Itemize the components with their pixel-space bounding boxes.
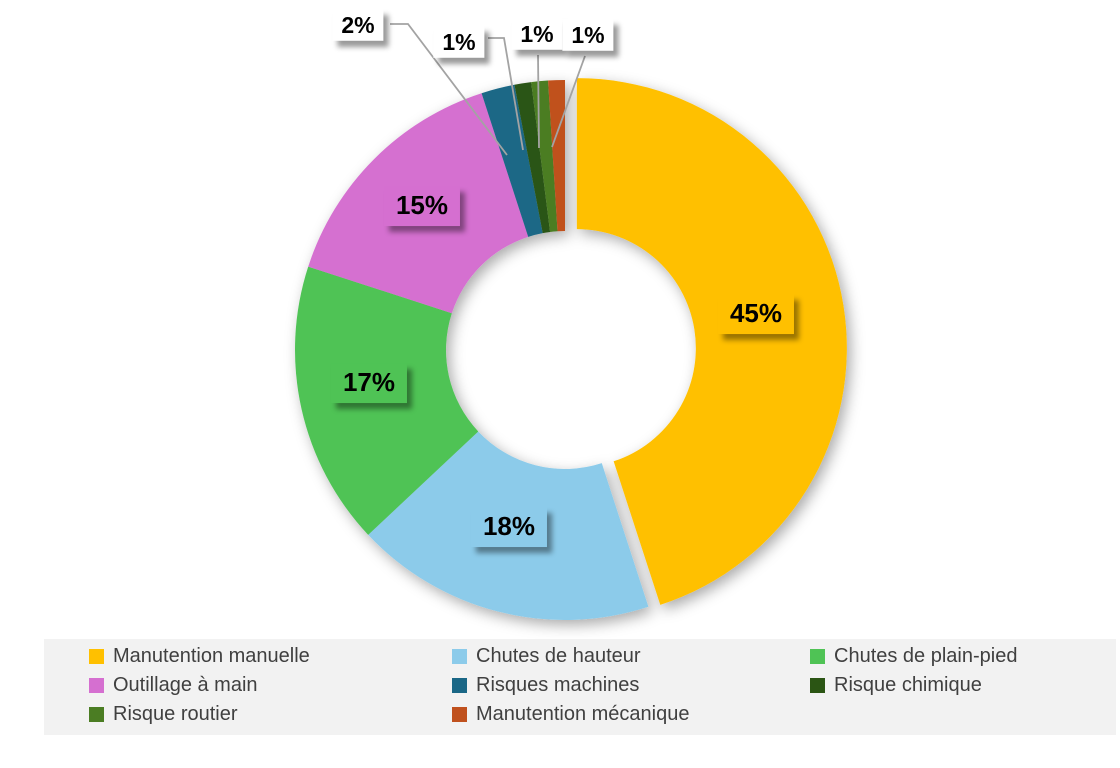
legend-item-chutes-de-plain-pied[interactable]: Chutes de plain-pied xyxy=(810,645,1017,667)
legend: Manutention manuelle Chutes de hauteur Chu… xyxy=(44,639,1116,735)
legend-label: Outillage à main xyxy=(113,673,258,696)
pie-slice-risques-machines[interactable] xyxy=(481,84,543,237)
legend-swatch-risque-chimique xyxy=(810,677,825,693)
data-label-chutes-de-plain-pied: 17% xyxy=(330,363,408,403)
pie-slice-risque-routier[interactable] xyxy=(531,80,558,232)
legend-item-chutes-de-hauteur[interactable]: Chutes de hauteur xyxy=(452,645,641,667)
data-label-manutention-mecanique: 1% xyxy=(562,18,614,52)
legend-swatch-risques-machines xyxy=(452,677,467,693)
leader-line-risques-machines xyxy=(390,23,508,156)
legend-label: Risque chimique xyxy=(834,673,982,696)
legend-label: Chutes de hauteur xyxy=(476,644,641,667)
legend-label: Risques machines xyxy=(476,673,640,696)
leader-line-risque-routier xyxy=(537,54,540,149)
legend-item-risque-chimique[interactable]: Risque chimique xyxy=(810,674,982,696)
pie-slice-manutention-mecanique[interactable] xyxy=(548,80,565,232)
data-label-outillage-a-main: 15% xyxy=(383,186,461,226)
pie-slice-manutention-manuelle[interactable] xyxy=(576,78,847,605)
leader-line-manutention-mecanique xyxy=(551,55,586,148)
legend-swatch-risque-routier xyxy=(89,706,104,722)
data-label-risque-routier: 1% xyxy=(511,17,563,51)
legend-item-risques-machines[interactable]: Risques machines xyxy=(452,674,639,696)
legend-swatch-manutention-manuelle xyxy=(89,648,104,664)
legend-swatch-chutes-de-hauteur xyxy=(452,648,467,664)
legend-label: Chutes de plain-pied xyxy=(834,644,1018,667)
legend-item-risque-routier[interactable]: Risque routier xyxy=(89,703,238,725)
data-label-risque-chimique: 1% xyxy=(433,25,485,59)
leader-line-risque-chimique xyxy=(488,37,524,151)
legend-label: Manutention mécanique xyxy=(476,702,690,725)
legend-swatch-chutes-de-plain-pied xyxy=(810,648,825,664)
legend-item-outillage-a-main[interactable]: Outillage à main xyxy=(89,674,258,696)
legend-swatch-manutention-mecanique xyxy=(452,706,467,722)
data-label-manutention-manuelle: 45% xyxy=(717,294,795,334)
data-label-risques-machines: 2% xyxy=(332,8,384,42)
data-label-chutes-de-hauteur: 18% xyxy=(470,507,548,547)
legend-label: Risque routier xyxy=(113,702,238,725)
legend-swatch-outillage-a-main xyxy=(89,677,104,693)
pie-slice-risque-chimique[interactable] xyxy=(514,82,551,234)
legend-item-manutention-mecanique[interactable]: Manutention mécanique xyxy=(452,703,689,725)
legend-item-manutention-manuelle[interactable]: Manutention manuelle xyxy=(89,645,310,667)
legend-label: Manutention manuelle xyxy=(113,644,310,667)
